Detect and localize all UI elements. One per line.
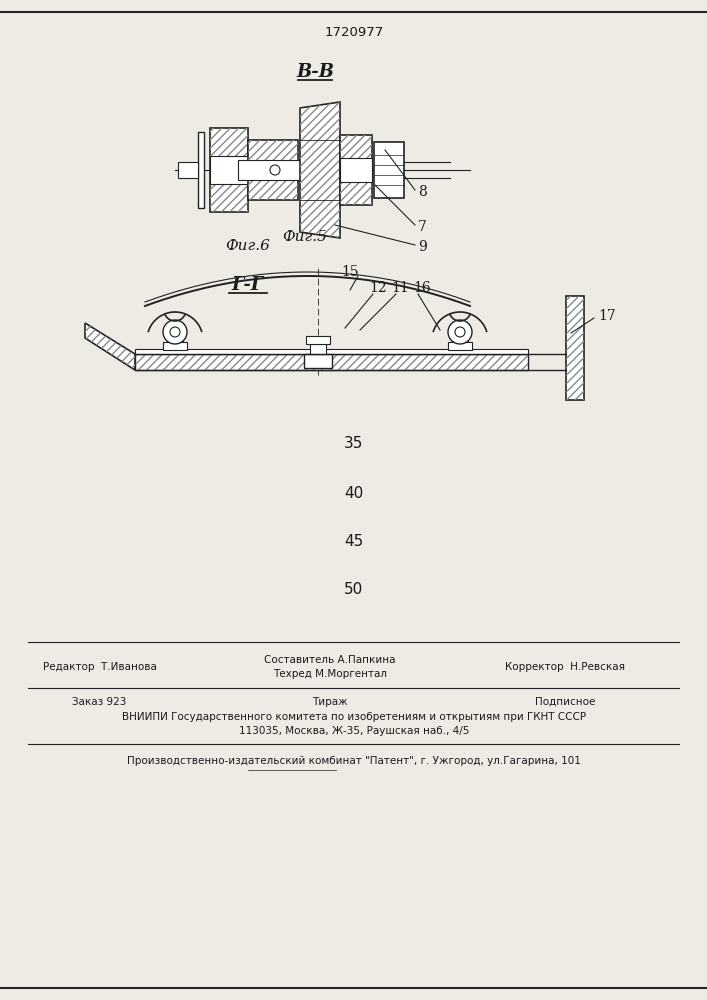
Bar <box>135 354 528 370</box>
Text: Г-Г: Г-Г <box>232 276 264 294</box>
Text: 113035, Москва, Ж-35, Раушская наб., 4/5: 113035, Москва, Ж-35, Раушская наб., 4/5 <box>239 726 469 736</box>
Text: Тираж: Тираж <box>312 697 348 707</box>
Circle shape <box>455 327 465 337</box>
Text: В-В: В-В <box>296 63 334 81</box>
Bar <box>167 331 183 343</box>
Text: Техред М.Моргентал: Техред М.Моргентал <box>273 669 387 679</box>
Bar <box>163 342 187 350</box>
Bar <box>210 128 248 212</box>
Text: Составитель А.Папкина: Составитель А.Папкина <box>264 655 396 665</box>
Text: 12: 12 <box>369 281 387 295</box>
Circle shape <box>270 165 280 175</box>
Text: 7: 7 <box>418 220 427 234</box>
Text: Производственно-издательский комбинат "Патент", г. Ужгород, ул.Гагарина, 101: Производственно-издательский комбинат "П… <box>127 756 581 766</box>
Bar <box>198 132 204 208</box>
Circle shape <box>170 327 180 337</box>
Text: Редактор  Т.Иванова: Редактор Т.Иванова <box>43 662 157 672</box>
Bar <box>306 336 330 344</box>
Bar <box>135 354 528 370</box>
Bar <box>566 296 584 400</box>
Bar <box>448 342 472 350</box>
Text: Заказ 923: Заказ 923 <box>72 697 127 707</box>
Bar <box>304 354 332 368</box>
Text: 50: 50 <box>344 582 363 597</box>
Bar <box>452 331 468 343</box>
Text: 45: 45 <box>344 534 363 548</box>
Text: 11: 11 <box>391 281 409 295</box>
Bar <box>310 344 326 354</box>
Bar <box>178 162 198 178</box>
Text: 1720977: 1720977 <box>325 26 384 39</box>
Text: 16: 16 <box>413 281 431 295</box>
Polygon shape <box>85 323 135 370</box>
Text: 17: 17 <box>598 309 616 323</box>
Text: 40: 40 <box>344 486 363 500</box>
Bar <box>248 140 298 200</box>
Text: 8: 8 <box>418 185 427 199</box>
Text: Корректор  Н.Ревская: Корректор Н.Ревская <box>505 662 625 672</box>
Text: 9: 9 <box>418 240 427 254</box>
Bar <box>566 296 584 400</box>
Text: Подписное: Подписное <box>534 697 595 707</box>
Text: Фиг.5: Фиг.5 <box>283 230 327 244</box>
Bar <box>210 156 248 184</box>
Text: 15: 15 <box>341 265 359 279</box>
Bar <box>238 160 328 180</box>
Bar <box>248 140 298 200</box>
Text: Фиг.6: Фиг.6 <box>226 239 271 253</box>
Text: 35: 35 <box>344 436 363 452</box>
Bar <box>374 142 404 198</box>
Bar <box>340 158 372 182</box>
Circle shape <box>448 320 472 344</box>
Bar <box>340 135 372 205</box>
Polygon shape <box>300 102 340 238</box>
Circle shape <box>163 320 187 344</box>
Text: ВНИИПИ Государственного комитета по изобретениям и открытиям при ГКНТ СССР: ВНИИПИ Государственного комитета по изоб… <box>122 712 586 722</box>
Bar <box>135 349 528 354</box>
Bar <box>340 135 372 205</box>
Bar <box>210 128 248 212</box>
